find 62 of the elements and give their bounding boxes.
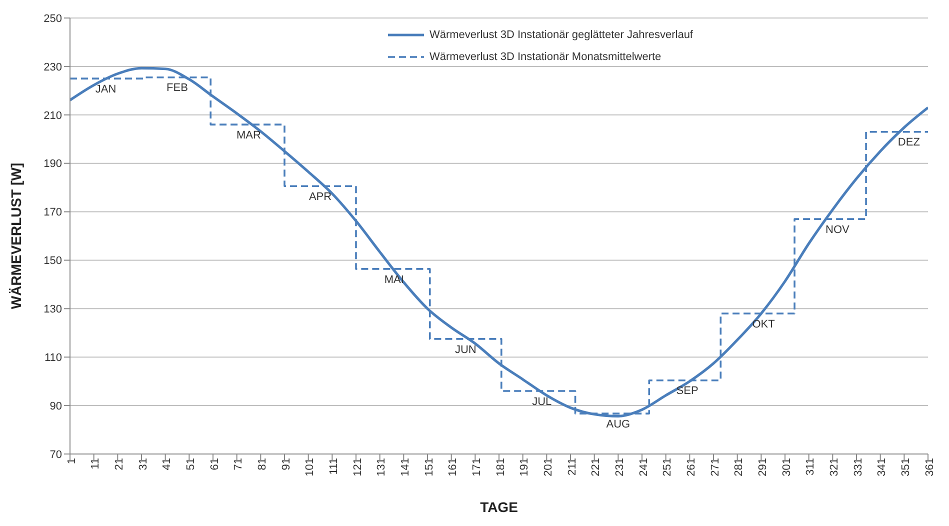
- annotation: NOV: [826, 224, 850, 236]
- y-tick-label: 170: [44, 206, 62, 219]
- y-tick-label: 250: [44, 12, 62, 25]
- x-tick-label: 111: [328, 458, 340, 475]
- annotation: SEP: [676, 385, 698, 398]
- x-tick-label: 31: [137, 458, 150, 470]
- x-tick-label: 361: [924, 458, 936, 476]
- x-tick-label: 201: [542, 458, 554, 476]
- y-axis-title: WÄRMEVERLUST [W]: [8, 162, 24, 310]
- annotation: AUG: [606, 418, 630, 430]
- x-tick-label: 321: [828, 458, 840, 476]
- x-tick-label: 161: [447, 458, 460, 476]
- y-tick-label: 150: [44, 255, 62, 268]
- legend-label: Wärmeverlust 3D Instationär Monatsmittelwerte: [429, 50, 662, 65]
- x-tick-label: 271: [709, 458, 722, 476]
- x-tick-label: 11: [90, 458, 102, 470]
- x-tick-label: 51: [184, 458, 197, 470]
- annotation: JUN: [454, 344, 476, 356]
- x-tick-label: 101: [304, 458, 316, 476]
- x-tick-label: 131: [376, 458, 388, 476]
- x-tick-label: 281: [733, 458, 746, 476]
- x-tick-label: 211: [566, 458, 578, 476]
- y-tick-label: 190: [44, 158, 62, 170]
- x-tick-label: 221: [590, 458, 602, 476]
- annotation: JUL: [532, 396, 552, 408]
- x-tick-label: 231: [614, 458, 626, 476]
- x-tick-label: 71: [232, 458, 245, 470]
- x-tick-label: 61: [208, 458, 221, 470]
- annotation: JAN: [95, 83, 116, 96]
- x-tick-label: 41: [161, 458, 174, 470]
- annotation: MAR: [236, 129, 262, 142]
- x-tick-label: 311: [804, 458, 817, 476]
- x-tick-label: 301: [780, 458, 793, 476]
- x-tick-label: 251: [662, 458, 674, 476]
- x-tick-label: 191: [518, 458, 531, 476]
- legend-label: Wärmeverlust 3D Instationär geglätteter Jahresverlauf: [429, 28, 693, 43]
- x-tick-label: 351: [900, 458, 912, 476]
- x-tick-label: 261: [685, 458, 698, 476]
- x-tick-label: 151: [423, 458, 436, 476]
- x-axis-title: TAGE: [480, 499, 518, 515]
- x-tick-label: 91: [280, 458, 292, 470]
- x-tick-label: 21: [113, 458, 126, 470]
- y-tick-label: 130: [44, 304, 62, 316]
- annotation: DEZ: [898, 136, 920, 149]
- x-tick-label: 331: [852, 458, 864, 476]
- y-tick-label: 90: [50, 400, 62, 412]
- annotation: OKT: [752, 318, 776, 330]
- annotation: APR: [308, 190, 332, 203]
- annotation: FEB: [166, 82, 188, 94]
- x-tick-label: 241: [638, 458, 650, 476]
- x-tick-label: 181: [494, 458, 507, 476]
- x-tick-label: 141: [399, 458, 412, 476]
- y-tick-label: 230: [44, 61, 62, 74]
- x-tick-label: 341: [876, 458, 888, 476]
- y-tick-label: 210: [44, 110, 62, 122]
- x-tick-label: 291: [756, 458, 769, 476]
- x-tick-label: 121: [352, 458, 364, 476]
- x-tick-label: 171: [470, 458, 483, 476]
- y-tick-label: 70: [50, 448, 62, 461]
- y-tick-label: 110: [44, 352, 62, 364]
- x-tick-label: 1: [66, 458, 78, 464]
- x-tick-label: 81: [256, 458, 268, 470]
